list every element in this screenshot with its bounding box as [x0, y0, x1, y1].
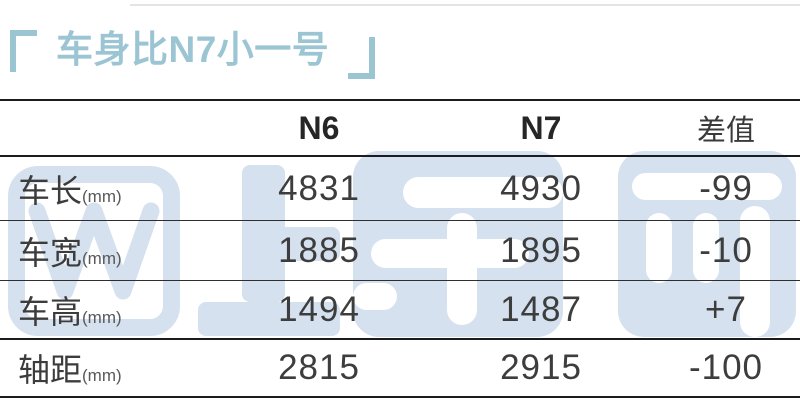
row-label: 轴距(mm)	[18, 352, 122, 388]
watermark-tile-wang-icon	[8, 166, 180, 336]
table-row-width: 车宽(mm) 1885 1895 -10	[0, 221, 800, 281]
cell-n7: 4930	[500, 168, 582, 208]
spec-table: N6 N7 差值 车长(mm) 4831 4930 -99 车宽(mm) 188…	[0, 99, 800, 398]
table-row-wheelbase: 轴距(mm) 2815 2915 -100	[0, 340, 800, 398]
cell-n7: 1895	[500, 230, 582, 270]
cell-diff: -10	[699, 230, 753, 270]
cell-n7: 1487	[500, 289, 582, 329]
row-label: 车长(mm)	[18, 172, 122, 209]
cell-diff: +7	[705, 289, 747, 329]
cell-diff: -99	[699, 168, 753, 208]
title-bracket-left-icon	[10, 30, 37, 72]
top-divider	[130, 4, 800, 6]
page-title-text: 车身比N7小一号	[56, 29, 330, 70]
page-title: 车身比N7小一号	[10, 24, 376, 79]
table-header-row: N6 N7 差值	[0, 101, 800, 157]
table-row-height: 车高(mm) 1494 1487 +7	[0, 281, 800, 340]
table-row-length: 车长(mm) 4831 4930 -99	[0, 157, 800, 221]
watermark-tile-che-icon	[353, 151, 563, 337]
column-header-diff: 差值	[696, 115, 755, 147]
column-header-n7: N7	[520, 109, 562, 146]
cell-diff: -100	[688, 348, 764, 387]
cell-n6: 1494	[278, 289, 360, 329]
column-header-n6: N6	[298, 109, 340, 146]
cell-n6: 2815	[278, 348, 360, 387]
watermark-tile-shang-icon	[198, 165, 340, 336]
cell-n6: 1885	[278, 230, 360, 270]
watermark-tile-shi-icon	[618, 151, 796, 337]
row-label: 车高(mm)	[18, 293, 122, 330]
cell-n6: 4831	[278, 168, 360, 208]
watermark-zigzag-icon	[28, 202, 160, 300]
row-label: 车宽(mm)	[18, 234, 122, 271]
title-bracket-right-icon	[348, 37, 376, 79]
cell-n7: 2915	[500, 348, 582, 387]
